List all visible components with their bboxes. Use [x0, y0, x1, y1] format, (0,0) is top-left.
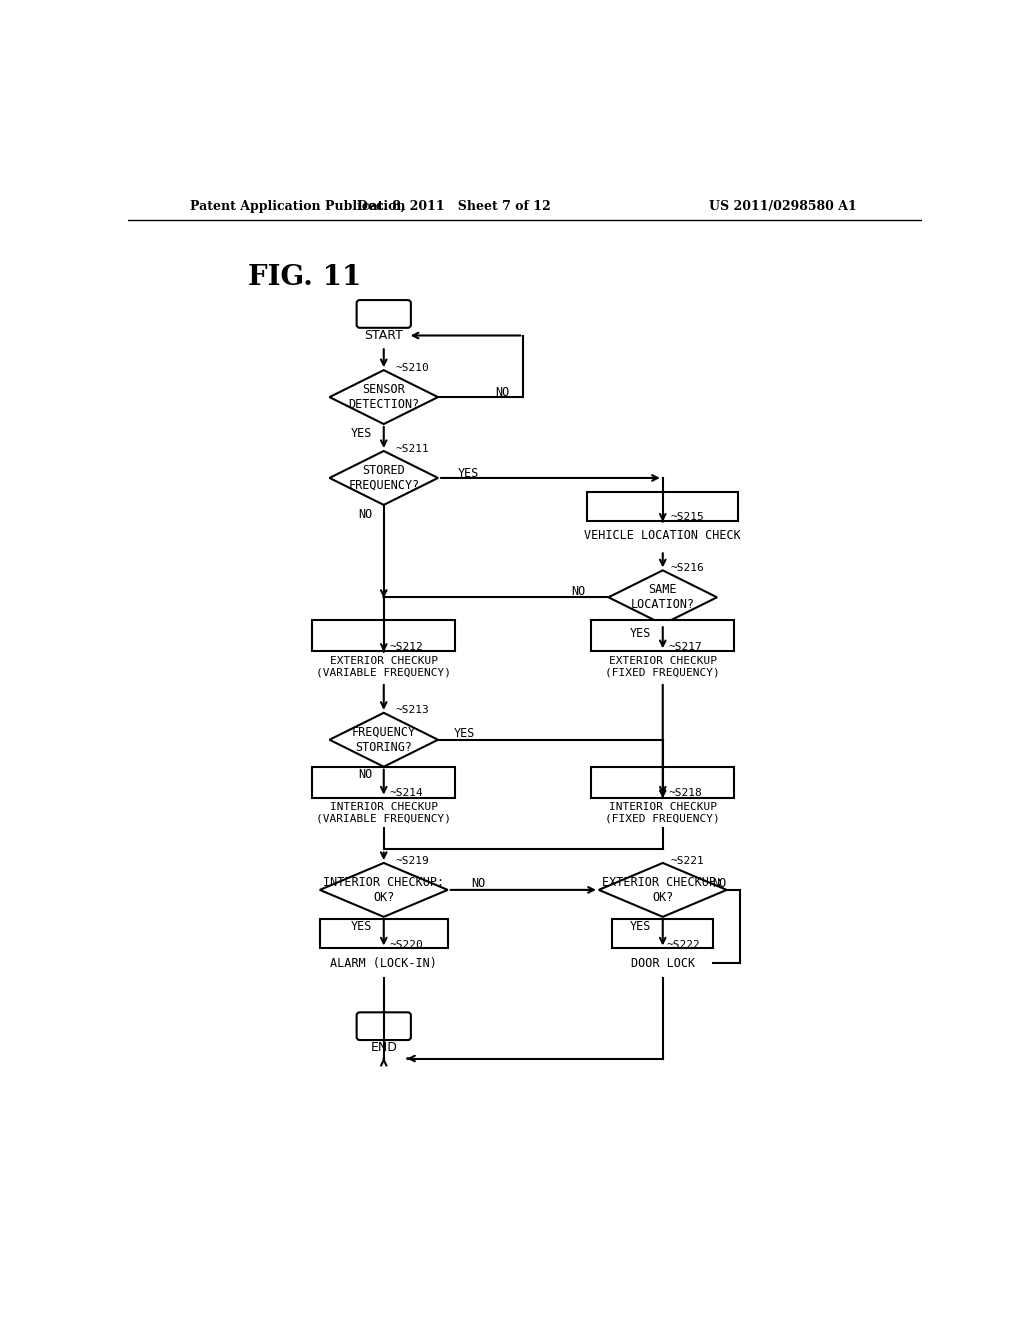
Text: NO: NO [571, 585, 586, 598]
Polygon shape [330, 713, 438, 767]
Text: EXTERIOR CHECKUP:
OK?: EXTERIOR CHECKUP: OK? [602, 876, 723, 904]
Text: US 2011/0298580 A1: US 2011/0298580 A1 [709, 199, 856, 213]
Text: NO: NO [712, 878, 726, 890]
Text: INTERIOR CHECKUP:
OK?: INTERIOR CHECKUP: OK? [324, 876, 444, 904]
Text: EXTERIOR CHECKUP
(VARIABLE FREQUENCY): EXTERIOR CHECKUP (VARIABLE FREQUENCY) [316, 656, 452, 677]
Text: ~S218: ~S218 [669, 788, 702, 797]
Text: SAME
LOCATION?: SAME LOCATION? [631, 583, 695, 611]
Text: FREQUENCY
STORING?: FREQUENCY STORING? [351, 726, 416, 754]
Text: YES: YES [630, 920, 651, 933]
Text: Dec. 8, 2011   Sheet 7 of 12: Dec. 8, 2011 Sheet 7 of 12 [356, 199, 550, 213]
Text: ALARM (LOCK-IN): ALARM (LOCK-IN) [331, 957, 437, 970]
Text: ~S221: ~S221 [671, 855, 705, 866]
Text: YES: YES [454, 727, 475, 741]
FancyBboxPatch shape [356, 1012, 411, 1040]
Text: SENSOR
DETECTION?: SENSOR DETECTION? [348, 383, 420, 411]
Bar [319, 919, 447, 949]
Bar [591, 620, 734, 651]
Polygon shape [599, 863, 727, 917]
Text: YES: YES [630, 627, 651, 640]
Text: NO: NO [357, 768, 372, 781]
Text: EXTERIOR CHECKUP
(FIXED FREQUENCY): EXTERIOR CHECKUP (FIXED FREQUENCY) [605, 656, 720, 677]
Text: ~S212: ~S212 [390, 642, 424, 652]
Text: NO: NO [471, 878, 485, 890]
Text: YES: YES [351, 920, 372, 933]
Text: VEHICLE LOCATION CHECK: VEHICLE LOCATION CHECK [585, 529, 741, 543]
Bar [312, 767, 456, 797]
Text: ~S215: ~S215 [671, 512, 705, 523]
Text: ~S211: ~S211 [395, 444, 429, 454]
Text: ~S219: ~S219 [395, 855, 429, 866]
Text: NO: NO [357, 508, 372, 520]
Text: ~S213: ~S213 [395, 705, 429, 715]
Bar [587, 492, 738, 521]
FancyBboxPatch shape [356, 300, 411, 327]
Text: DOOR LOCK: DOOR LOCK [631, 957, 695, 970]
Text: INTERIOR CHECKUP
(VARIABLE FREQUENCY): INTERIOR CHECKUP (VARIABLE FREQUENCY) [316, 803, 452, 824]
Text: ~S216: ~S216 [671, 564, 705, 573]
Text: NO: NO [495, 385, 509, 399]
Text: END: END [371, 1041, 397, 1055]
Bar [312, 620, 456, 651]
Text: YES: YES [351, 426, 372, 440]
Polygon shape [330, 451, 438, 506]
Polygon shape [608, 570, 717, 624]
Text: ~S220: ~S220 [390, 940, 424, 949]
Bar [591, 767, 734, 797]
Polygon shape [330, 370, 438, 424]
Text: Patent Application Publication: Patent Application Publication [190, 199, 406, 213]
Text: ~S210: ~S210 [395, 363, 429, 372]
Text: ~S217: ~S217 [669, 642, 702, 652]
Polygon shape [319, 863, 447, 917]
Text: FIG. 11: FIG. 11 [248, 264, 361, 292]
Text: INTERIOR CHECKUP
(FIXED FREQUENCY): INTERIOR CHECKUP (FIXED FREQUENCY) [605, 803, 720, 824]
Text: STORED
FREQUENCY?: STORED FREQUENCY? [348, 463, 420, 492]
Text: ~S222: ~S222 [667, 940, 700, 949]
Text: ~S214: ~S214 [390, 788, 424, 797]
Text: START: START [365, 329, 403, 342]
Text: YES: YES [458, 467, 479, 480]
Bar [612, 919, 713, 949]
